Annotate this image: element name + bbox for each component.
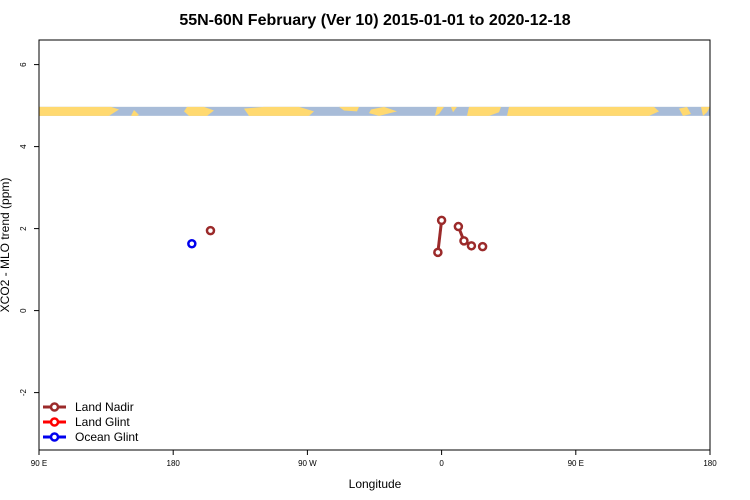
legend-label-1: Land Glint xyxy=(75,415,130,429)
legend-label-2: Ocean Glint xyxy=(75,430,139,444)
y-tick-label-0: -2 xyxy=(19,388,28,396)
land-patch-7 xyxy=(451,106,457,113)
y-tick-label-1: 0 xyxy=(19,308,28,313)
x-tick-label-1: 180 xyxy=(167,459,181,468)
plot-frame xyxy=(38,39,711,451)
y-tick-label-2: 2 xyxy=(19,226,28,231)
series-0-point-1-1 xyxy=(436,215,447,226)
land-patch-10 xyxy=(679,106,691,116)
series-0-point-2-2 xyxy=(466,241,477,251)
land-patch-9 xyxy=(507,106,659,116)
x-axis: 90 E 180 90 W 0 90 E 180 xyxy=(31,450,717,468)
land-patch-8 xyxy=(467,106,501,116)
land-patch-1 xyxy=(131,109,139,116)
series-0-point-1-0 xyxy=(433,247,443,258)
legend-marker-0 xyxy=(49,402,60,412)
series-layer xyxy=(187,215,488,258)
land-patch-5 xyxy=(369,106,397,116)
series-0 xyxy=(205,215,488,258)
land-patch-11 xyxy=(701,106,710,116)
y-axis: -2 0 2 4 6 xyxy=(19,62,39,396)
y-tick-label-3: 4 xyxy=(19,144,28,149)
series-2-point-0-0 xyxy=(187,239,197,249)
land-patch-4 xyxy=(339,106,359,112)
x-tick-label-2: 90 W xyxy=(298,459,317,468)
series-2 xyxy=(187,239,197,249)
legend-label-0: Land Nadir xyxy=(75,400,134,414)
legend-marker-2 xyxy=(49,432,60,442)
series-0-point-3-0 xyxy=(477,241,488,252)
series-0-point-2-0 xyxy=(453,221,464,232)
y-tick-label-4: 6 xyxy=(19,62,28,67)
land-patch-2 xyxy=(184,106,214,116)
series-0-point-0-0 xyxy=(205,225,216,236)
y-axis-label: XCO2 - MLO trend (ppm) xyxy=(0,178,12,313)
land-patches xyxy=(39,106,710,116)
legend-marker-1 xyxy=(49,417,60,427)
x-tick-label-5: 180 xyxy=(703,459,717,468)
land-patch-3 xyxy=(244,106,314,116)
land-patch-0 xyxy=(39,106,119,116)
series-0-point-2-1 xyxy=(459,236,469,246)
land-patch-6 xyxy=(435,106,444,116)
x-tick-label-0: 90 E xyxy=(31,459,47,468)
series-0-line-1 xyxy=(436,220,444,253)
x-axis-label: Longitude xyxy=(349,477,402,491)
land-ocean-band xyxy=(39,106,710,116)
chart-title: 55N-60N February (Ver 10) 2015-01-01 to … xyxy=(179,12,570,29)
x-tick-label-4: 90 E xyxy=(568,459,584,468)
x-tick-label-3: 0 xyxy=(439,459,444,468)
